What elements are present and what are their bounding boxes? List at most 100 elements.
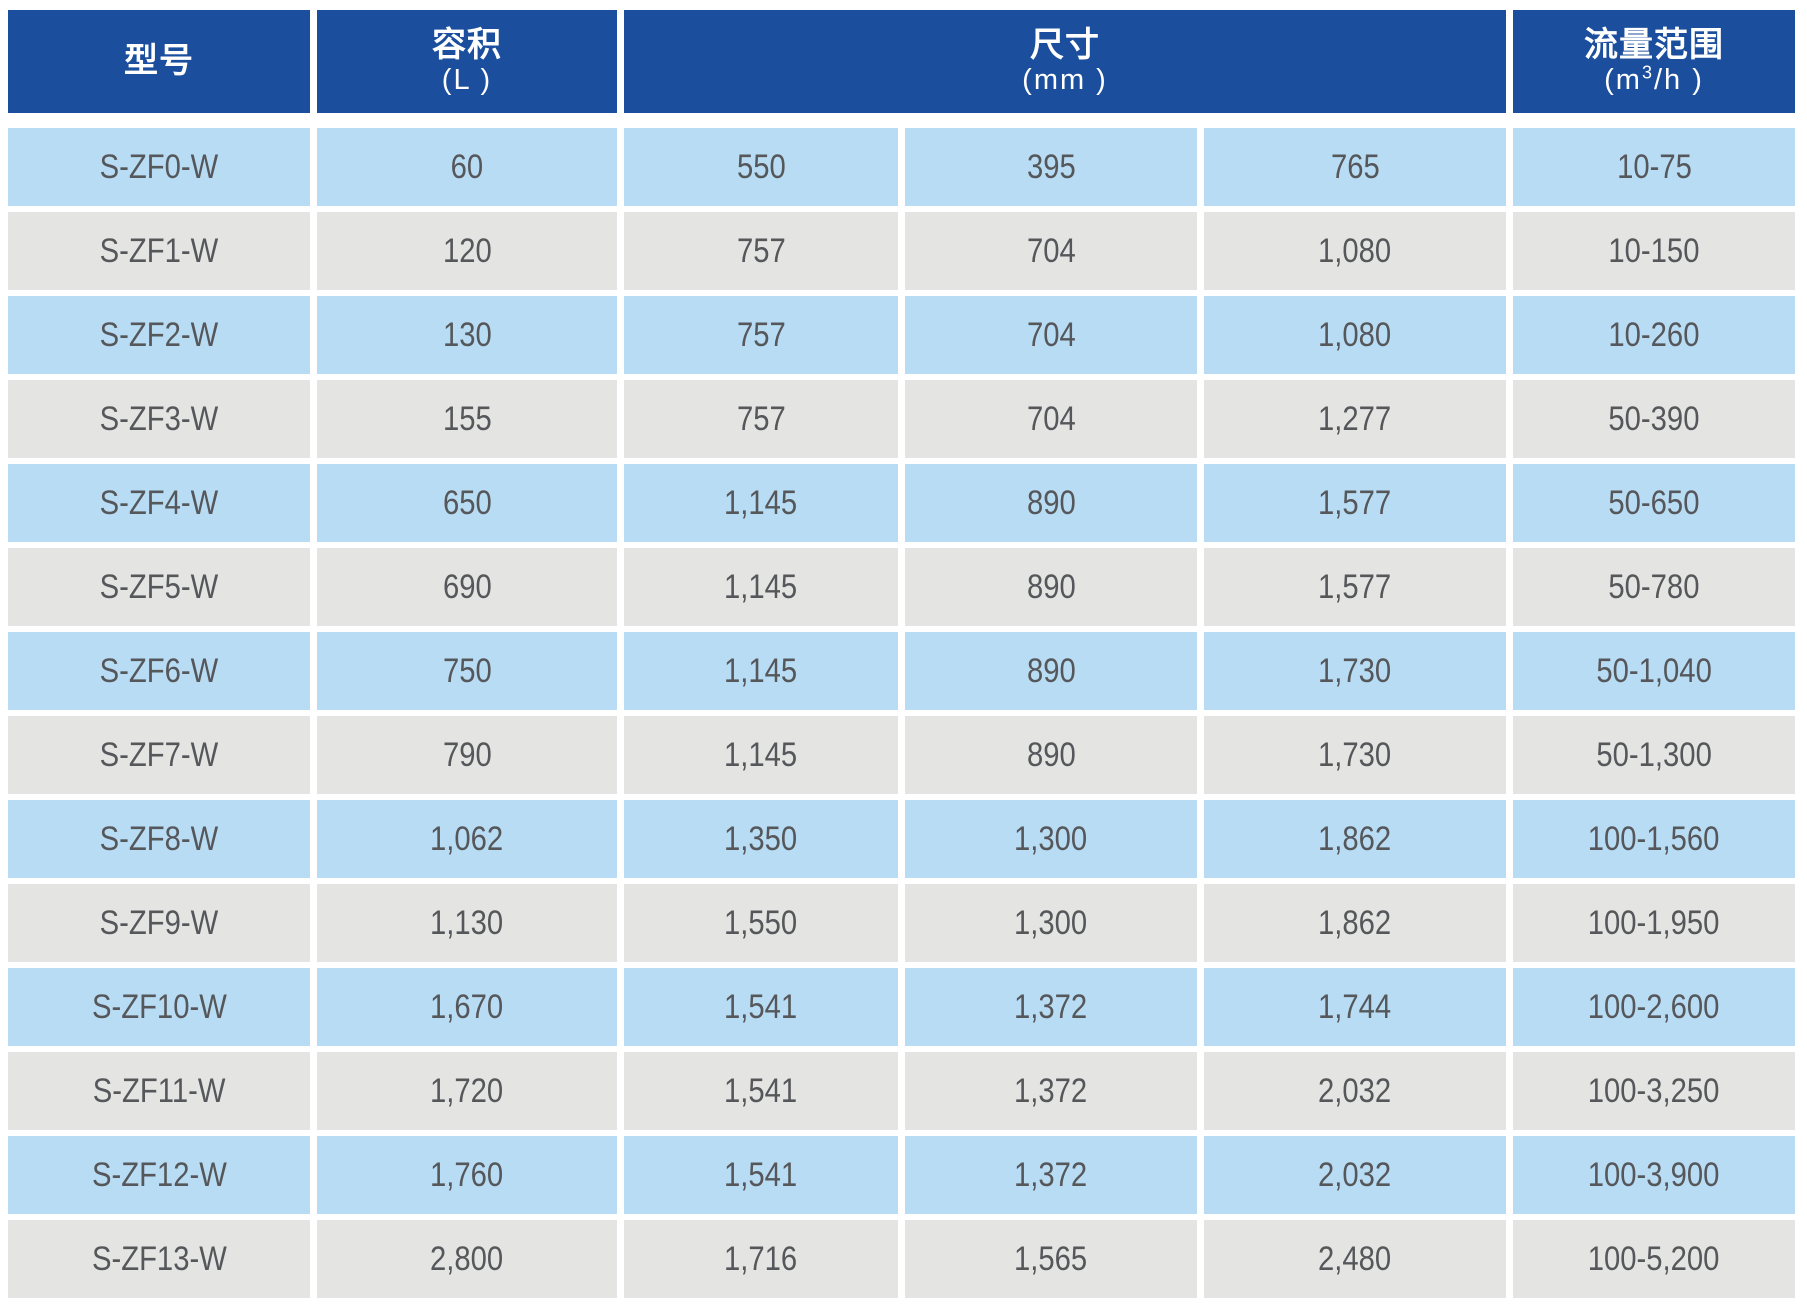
cell-flow-range: 50-1,300	[1513, 716, 1795, 794]
cell-value: 1,565	[1014, 1239, 1088, 1278]
cell-dim-1: 1,145	[624, 548, 898, 626]
cell-value: 100-3,250	[1588, 1071, 1720, 1110]
cell-dim-1: 1,541	[624, 1136, 898, 1214]
cell-value: 50-650	[1608, 483, 1700, 522]
cell-volume: 155	[317, 380, 617, 458]
cell-volume: 750	[317, 632, 617, 710]
cell-flow-range: 100-1,950	[1513, 884, 1795, 962]
cell-volume: 1,062	[317, 800, 617, 878]
cell-dim-3: 1,862	[1204, 800, 1506, 878]
cell-dim-2: 890	[905, 464, 1197, 542]
header-volume-unit: (L )	[441, 64, 493, 97]
cell-value: 1,670	[430, 987, 504, 1026]
cell-value: S-ZF8-W	[99, 819, 219, 858]
cell-dim-1: 1,541	[624, 1052, 898, 1130]
cell-value: 395	[1026, 147, 1076, 186]
cell-flow-range: 10-260	[1513, 296, 1795, 374]
cell-value: 1,577	[1318, 567, 1392, 606]
cell-value: 1,862	[1318, 903, 1392, 942]
cell-dim-3: 1,277	[1204, 380, 1506, 458]
flow-unit-prefix: (m	[1604, 64, 1642, 97]
cell-model: S-ZF1-W	[8, 212, 310, 290]
header-flow-range-unit: (m3/h )	[1604, 64, 1704, 97]
cell-value: 1,145	[724, 651, 798, 690]
cell-value: S-ZF11-W	[92, 1071, 226, 1110]
cell-flow-range: 50-650	[1513, 464, 1795, 542]
cell-value: 1,350	[724, 819, 798, 858]
cell-value: 1,372	[1014, 1071, 1088, 1110]
cell-value: 704	[1026, 315, 1076, 354]
cell-value: S-ZF7-W	[99, 735, 219, 774]
cell-dim-2: 1,372	[905, 1136, 1197, 1214]
cell-value: 1,145	[724, 567, 798, 606]
cell-dim-3: 1,577	[1204, 548, 1506, 626]
cell-model: S-ZF5-W	[8, 548, 310, 626]
cell-value: 1,145	[724, 735, 798, 774]
header-volume-label: 容积	[432, 26, 502, 65]
cell-value: 1,862	[1318, 819, 1392, 858]
cell-dim-2: 704	[905, 380, 1197, 458]
cell-value: 1,550	[724, 903, 798, 942]
cell-value: 2,480	[1318, 1239, 1392, 1278]
cell-dim-2: 1,300	[905, 884, 1197, 962]
header-flow-range-label: 流量范围	[1584, 26, 1724, 65]
cell-value: 10-75	[1616, 147, 1692, 186]
cell-volume: 1,670	[317, 968, 617, 1046]
cell-value: 790	[442, 735, 492, 774]
cell-model: S-ZF13-W	[8, 1220, 310, 1298]
cell-value: 1,080	[1318, 315, 1392, 354]
cell-volume: 1,130	[317, 884, 617, 962]
cell-dim-2: 890	[905, 716, 1197, 794]
cell-volume: 2,800	[317, 1220, 617, 1298]
cell-value: 1,730	[1318, 735, 1392, 774]
cell-value: 1,720	[430, 1071, 504, 1110]
cell-value: 1,372	[1014, 1155, 1088, 1194]
cell-value: 100-1,950	[1588, 903, 1720, 942]
cell-value: 1,130	[430, 903, 504, 942]
cell-value: 2,032	[1318, 1155, 1392, 1194]
cell-dim-3: 1,862	[1204, 884, 1506, 962]
cell-value: 100-3,900	[1588, 1155, 1720, 1194]
cell-dim-2: 890	[905, 548, 1197, 626]
header-volume: 容积 (L )	[317, 10, 617, 113]
table-body: S-ZF0-W 60 550 395 765 10-75 S-ZF1-W 120…	[8, 128, 1795, 1298]
cell-value: 50-1,040	[1596, 651, 1712, 690]
cell-dim-1: 1,350	[624, 800, 898, 878]
cell-flow-range: 50-780	[1513, 548, 1795, 626]
cell-value: 100-2,600	[1588, 987, 1720, 1026]
cell-dim-1: 757	[624, 380, 898, 458]
cell-flow-range: 100-3,250	[1513, 1052, 1795, 1130]
cell-model: S-ZF4-W	[8, 464, 310, 542]
cell-model: S-ZF3-W	[8, 380, 310, 458]
cell-flow-range: 10-75	[1513, 128, 1795, 206]
cell-model: S-ZF9-W	[8, 884, 310, 962]
cell-value: 704	[1026, 399, 1076, 438]
cell-value: S-ZF3-W	[99, 399, 219, 438]
cell-flow-range: 10-150	[1513, 212, 1795, 290]
cell-dim-2: 704	[905, 296, 1197, 374]
cell-flow-range: 100-1,560	[1513, 800, 1795, 878]
cell-volume: 690	[317, 548, 617, 626]
cell-dim-1: 1,541	[624, 968, 898, 1046]
cell-value: 704	[1026, 231, 1076, 270]
cell-value: 50-1,300	[1596, 735, 1712, 774]
cell-value: 50-780	[1608, 567, 1700, 606]
cell-flow-range: 100-5,200	[1513, 1220, 1795, 1298]
cell-value: 1,300	[1014, 903, 1088, 942]
cell-flow-range: 50-390	[1513, 380, 1795, 458]
cell-value: 1,760	[430, 1155, 504, 1194]
cell-dim-2: 890	[905, 632, 1197, 710]
cell-value: 100-5,200	[1588, 1239, 1720, 1278]
cell-value: 1,300	[1014, 819, 1088, 858]
cell-value: 100-1,560	[1588, 819, 1720, 858]
cell-dim-3: 1,080	[1204, 212, 1506, 290]
cell-value: 1,062	[430, 819, 504, 858]
cell-value: S-ZF13-W	[91, 1239, 227, 1278]
header-dimensions-unit: (mm )	[1022, 64, 1108, 97]
cell-value: S-ZF1-W	[99, 231, 219, 270]
cell-value: 1,541	[724, 1071, 798, 1110]
cell-value: S-ZF12-W	[91, 1155, 227, 1194]
cell-value: S-ZF9-W	[99, 903, 219, 942]
flow-unit-suffix: /h )	[1653, 64, 1704, 97]
cell-value: 1,744	[1318, 987, 1392, 1026]
